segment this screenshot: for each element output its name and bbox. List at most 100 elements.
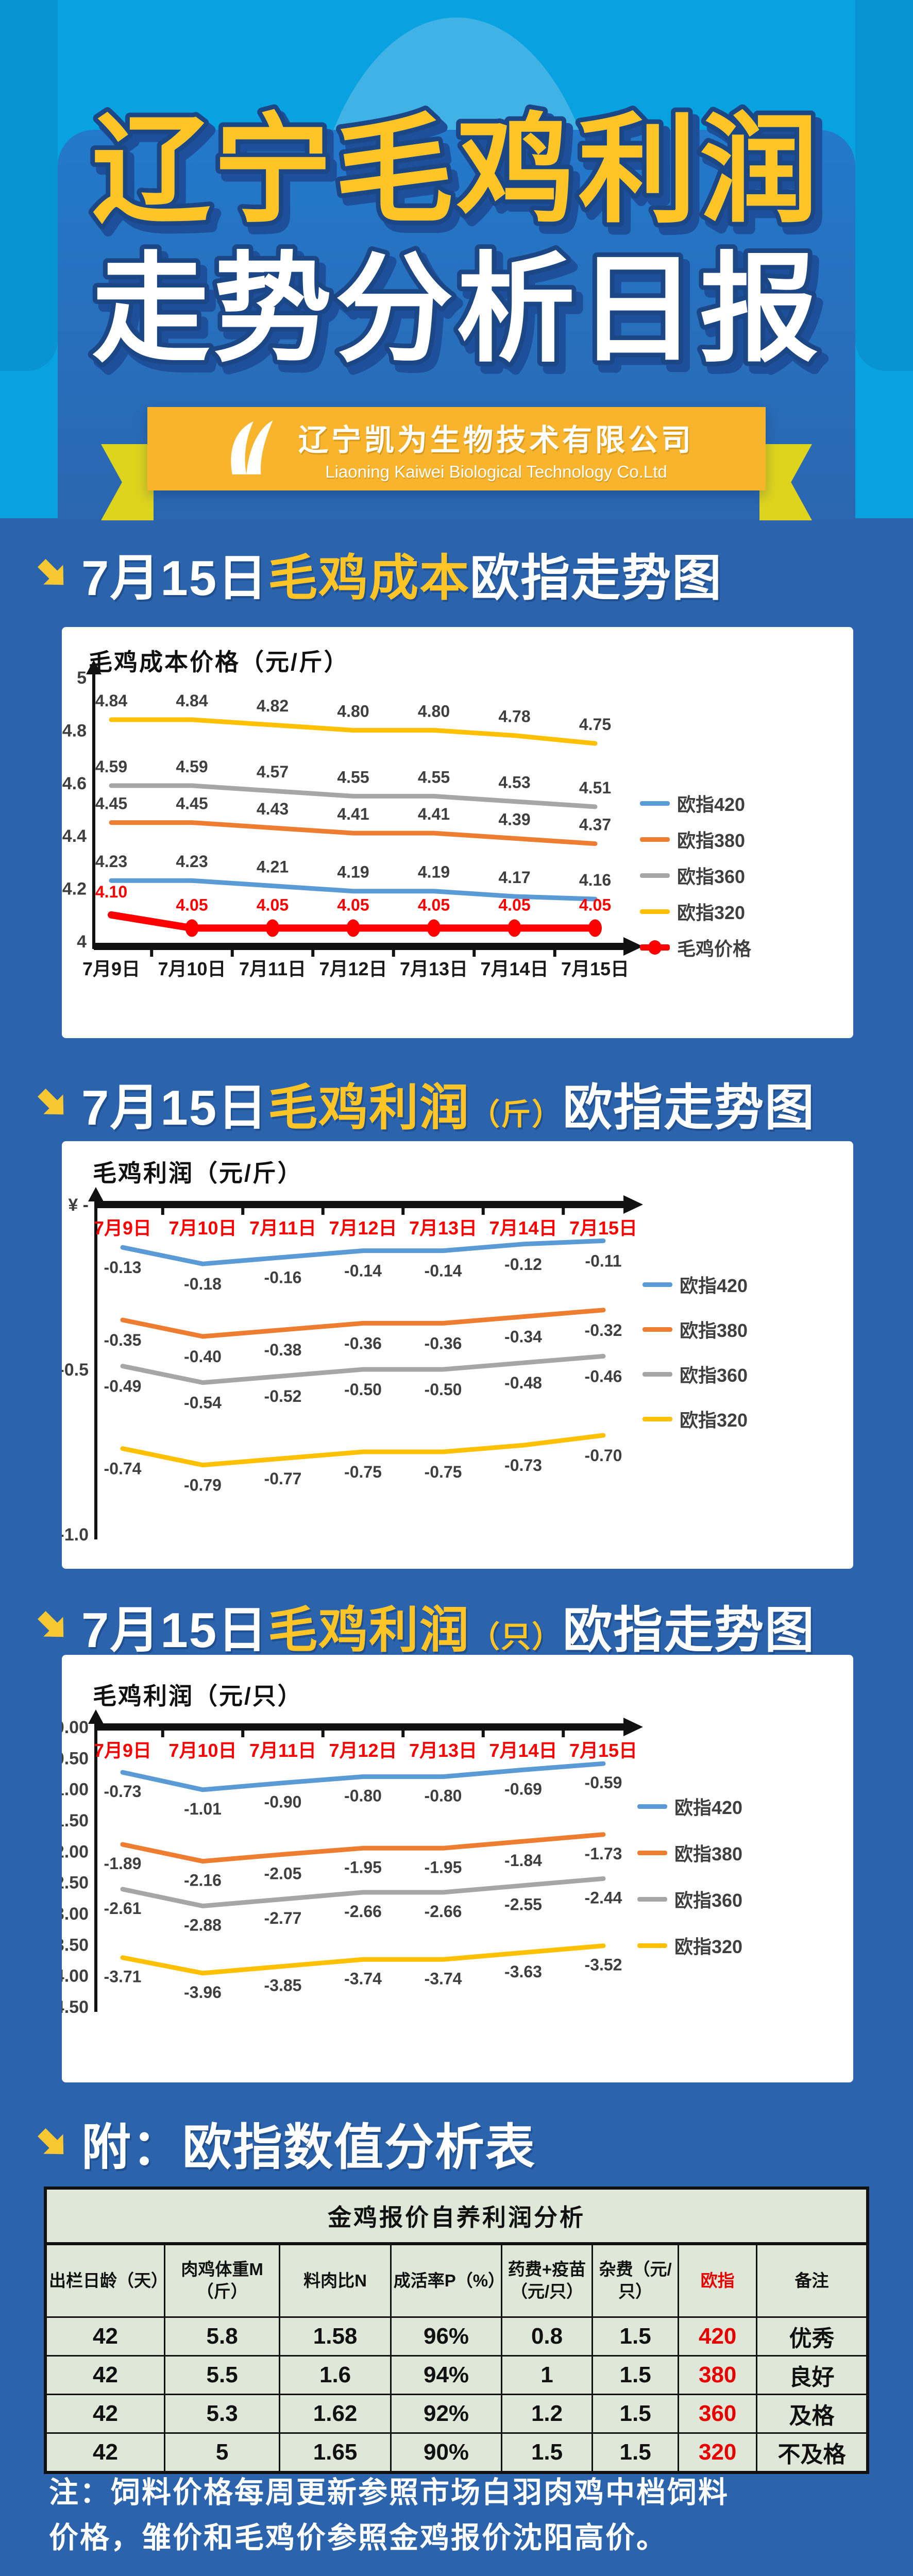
section-title-topic: 毛鸡成本 [268,551,470,606]
table-header-row: 出栏日龄（天） 肉鸡体重M（斤） 料肉比N 成活率P（%） 药费+疫苗（元/只） 杂费（元… [44,2243,869,2318]
y-axis-label: 5 [77,668,87,688]
y-axis-label: -1.00 [62,1780,89,1800]
value-label: -0.69 [504,1780,542,1798]
legend-item-欧指320: 欧指320 [640,898,751,925]
table-cell: 1.5 [591,2394,680,2434]
legend-label: 欧指380 [674,1843,743,1865]
series-line-欧指380 [120,1832,606,1864]
y-axis-label: 0.00 [62,1718,89,1737]
header-edge-right-decoration [855,0,913,371]
x-axis-label: 7月13日 [400,958,468,979]
value-label: 4.37 [579,816,611,834]
value-label: -0.36 [344,1334,382,1352]
value-label: -0.49 [104,1377,142,1396]
value-label: -2.61 [104,1899,142,1918]
series-line-欧指320 [120,1943,606,1976]
x-axis-label: 7月10日 [168,1217,236,1239]
x-axis-label: 7月12日 [319,958,387,979]
table-cell: 1.5 [591,2432,680,2473]
value-label: -0.16 [264,1268,302,1286]
legend-swatch [640,940,670,955]
value-label: -3.74 [425,1969,462,1988]
value-label: -1.73 [585,1844,622,1863]
main-title: 辽宁毛鸡利润 辽宁毛鸡利润 走势分析日报 走势分析日报 [87,99,830,388]
table-row: 42 5 1.65 90% 1.5 1.5 320 不及格 [44,2432,869,2473]
value-label: 4.80 [418,702,450,720]
value-label: 4.45 [176,794,208,813]
y-axis-label: -4.50 [62,1997,89,2017]
y-axis-arrow [88,1709,104,1724]
legend-item-欧指320: 欧指320 [637,1932,742,1959]
legend-swatch [640,873,670,878]
chart-profit-jin-svg: ¥ - ¥-0.5 ¥-1.0 7月9日 7月10日 7月11日 7月12日 7月13日 7月1… [62,1187,643,1545]
legend-swatch [637,1896,667,1902]
section-header-table: 附：欧指数值分析表 [33,2107,536,2179]
value-label: -0.18 [184,1275,222,1293]
value-label: 4.84 [176,691,208,710]
analysis-table: 金鸡报价自养利润分析 出栏日龄（天） 肉鸡体重M（斤） 料肉比N 成活率P（%） 药费+疫… [44,2187,869,2474]
table-cell: 42 [44,2432,165,2473]
data-point-marker [185,919,199,937]
data-point-marker [346,919,360,937]
legend-label: 欧指360 [680,1365,748,1386]
y-axis-label: 4.6 [62,774,87,793]
value-label: -0.77 [264,1469,302,1488]
value-label: -2.44 [585,1888,622,1907]
y-axis-arrow [86,660,102,674]
value-label: -0.34 [504,1328,542,1346]
section-title-profit-bird: 7月15日毛鸡利润（只）欧指走势图 [81,1590,815,1662]
legend-item-欧指380: 欧指380 [640,826,751,853]
section-title-unit: （斤） [470,1098,563,1131]
main-title-line2-shadow: 走势分析日报 [98,250,827,383]
legend-item-欧指420: 欧指420 [637,1793,742,1820]
section-title-cost: 7月15日毛鸡成本欧指走势图 [81,538,722,609]
table-cell: 1.6 [279,2355,392,2395]
x-axis-label: 7月15日 [569,1217,637,1239]
value-label: 4.80 [337,702,369,720]
table-cell: 90% [390,2432,503,2473]
value-label: 4.05 [579,895,611,914]
section-header-profit-jin: 7月15日毛鸡利润（斤）欧指走势图 [33,1067,815,1139]
value-label: -0.50 [344,1380,382,1399]
table-cell: 1.62 [279,2394,392,2434]
x-axis-label: 7月12日 [329,1740,397,1761]
legend-item-欧指360: 欧指360 [637,1886,742,1912]
value-label: 4.53 [498,773,530,792]
header-edge-left-decoration [0,0,58,371]
table-cell: 5.5 [163,2355,281,2395]
table-cell: 5.8 [163,2316,281,2357]
value-label: 4.43 [257,800,289,818]
value-label: -0.46 [585,1367,622,1385]
legend-item-欧指360: 欧指360 [640,862,751,889]
table-title: 金鸡报价自养利润分析 [44,2187,869,2245]
table-header-cell: 成活率P（%） [390,2243,505,2318]
value-label: -0.52 [264,1387,302,1405]
table-cell: 360 [678,2394,757,2434]
value-label: 4.23 [176,852,208,871]
legend-label: 欧指320 [674,1936,743,1957]
value-label: 4.21 [257,857,289,876]
x-axis-label: 7月15日 [569,1740,637,1761]
value-label: 4.05 [257,895,289,914]
value-label: -2.05 [264,1864,302,1883]
y-axis-label: 4.8 [62,721,87,740]
value-label: -2.88 [184,1916,222,1935]
table-cell: 42 [44,2355,165,2395]
table-cell: 0.8 [501,2316,593,2357]
value-label: -0.54 [184,1394,222,1412]
table-cell: 92% [390,2394,503,2434]
data-point-marker [266,919,279,937]
table-header-cell: 料肉比N [279,2243,392,2318]
value-label: -0.38 [264,1341,302,1359]
value-label: 4.05 [337,895,369,914]
series-line-欧指320 [109,717,598,746]
series-line-欧指360 [109,783,598,809]
value-label: 4.84 [95,691,127,710]
table-cell: 1 [501,2355,593,2395]
value-label: 4.41 [337,805,369,823]
x-axis-label: 7月9日 [94,1217,151,1239]
value-label: 4.59 [176,757,208,776]
value-label: -3.63 [504,1962,542,1981]
section-title-date: 7月15日 [81,1080,268,1136]
value-label: -0.75 [425,1463,462,1481]
